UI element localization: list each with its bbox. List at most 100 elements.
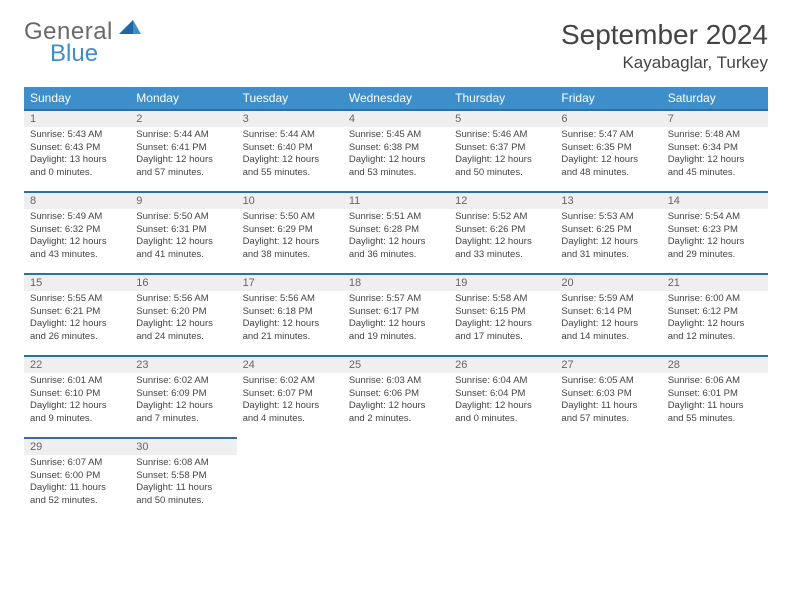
sunrise-text: Sunrise: 5:50 AM (243, 211, 337, 224)
calendar-row: 29Sunrise: 6:07 AMSunset: 6:00 PMDayligh… (24, 438, 768, 520)
day-number: 28 (662, 357, 768, 373)
daylight-text: Daylight: 12 hours and 29 minutes. (668, 236, 762, 262)
day-content: Sunrise: 6:04 AMSunset: 6:04 PMDaylight:… (449, 373, 555, 430)
calendar-cell: 8Sunrise: 5:49 AMSunset: 6:32 PMDaylight… (24, 192, 130, 274)
sunset-text: Sunset: 6:37 PM (455, 142, 549, 155)
day-content: Sunrise: 5:55 AMSunset: 6:21 PMDaylight:… (24, 291, 130, 348)
sunrise-text: Sunrise: 6:04 AM (455, 375, 549, 388)
day-number: 9 (130, 193, 236, 209)
day-content: Sunrise: 5:56 AMSunset: 6:20 PMDaylight:… (130, 291, 236, 348)
sunrise-text: Sunrise: 5:57 AM (349, 293, 443, 306)
calendar-cell: 12Sunrise: 5:52 AMSunset: 6:26 PMDayligh… (449, 192, 555, 274)
calendar-cell: 13Sunrise: 5:53 AMSunset: 6:25 PMDayligh… (555, 192, 661, 274)
logo-word2: Blue (50, 42, 141, 66)
day-content: Sunrise: 5:43 AMSunset: 6:43 PMDaylight:… (24, 127, 130, 184)
daylight-text: Daylight: 12 hours and 19 minutes. (349, 318, 443, 344)
sunrise-text: Sunrise: 5:45 AM (349, 129, 443, 142)
calendar-row: 15Sunrise: 5:55 AMSunset: 6:21 PMDayligh… (24, 274, 768, 356)
day-number: 26 (449, 357, 555, 373)
calendar-cell: 14Sunrise: 5:54 AMSunset: 6:23 PMDayligh… (662, 192, 768, 274)
daylight-text: Daylight: 12 hours and 21 minutes. (243, 318, 337, 344)
sunrise-text: Sunrise: 5:53 AM (561, 211, 655, 224)
daylight-text: Daylight: 11 hours and 55 minutes. (668, 400, 762, 426)
topbar: General Blue September 2024 Kayabaglar, … (24, 20, 768, 73)
sunrise-text: Sunrise: 5:56 AM (243, 293, 337, 306)
calendar-cell: 20Sunrise: 5:59 AMSunset: 6:14 PMDayligh… (555, 274, 661, 356)
day-number: 13 (555, 193, 661, 209)
day-number: 4 (343, 111, 449, 127)
day-number: 16 (130, 275, 236, 291)
day-number: 5 (449, 111, 555, 127)
daylight-text: Daylight: 12 hours and 4 minutes. (243, 400, 337, 426)
sunset-text: Sunset: 6:21 PM (30, 306, 124, 319)
sunrise-text: Sunrise: 6:07 AM (30, 457, 124, 470)
calendar-cell: 30Sunrise: 6:08 AMSunset: 5:58 PMDayligh… (130, 438, 236, 520)
sunrise-text: Sunrise: 6:08 AM (136, 457, 230, 470)
day-content: Sunrise: 5:50 AMSunset: 6:31 PMDaylight:… (130, 209, 236, 266)
day-number: 24 (237, 357, 343, 373)
calendar-cell: 22Sunrise: 6:01 AMSunset: 6:10 PMDayligh… (24, 356, 130, 438)
title-month: September 2024 (561, 20, 768, 51)
daylight-text: Daylight: 13 hours and 0 minutes. (30, 154, 124, 180)
sunrise-text: Sunrise: 5:55 AM (30, 293, 124, 306)
daylight-text: Daylight: 12 hours and 26 minutes. (30, 318, 124, 344)
sunset-text: Sunset: 6:43 PM (30, 142, 124, 155)
daylight-text: Daylight: 12 hours and 0 minutes. (455, 400, 549, 426)
calendar-cell: 2Sunrise: 5:44 AMSunset: 6:41 PMDaylight… (130, 110, 236, 192)
day-content: Sunrise: 6:02 AMSunset: 6:09 PMDaylight:… (130, 373, 236, 430)
logo-textblock: General Blue (24, 20, 141, 66)
day-content: Sunrise: 6:06 AMSunset: 6:01 PMDaylight:… (662, 373, 768, 430)
daylight-text: Daylight: 11 hours and 52 minutes. (30, 482, 124, 508)
calendar-cell: 23Sunrise: 6:02 AMSunset: 6:09 PMDayligh… (130, 356, 236, 438)
day-number: 25 (343, 357, 449, 373)
day-content: Sunrise: 5:51 AMSunset: 6:28 PMDaylight:… (343, 209, 449, 266)
daylight-text: Daylight: 12 hours and 24 minutes. (136, 318, 230, 344)
calendar-cell (237, 438, 343, 520)
day-number: 22 (24, 357, 130, 373)
calendar-cell: 28Sunrise: 6:06 AMSunset: 6:01 PMDayligh… (662, 356, 768, 438)
sunrise-text: Sunrise: 5:50 AM (136, 211, 230, 224)
calendar-cell: 15Sunrise: 5:55 AMSunset: 6:21 PMDayligh… (24, 274, 130, 356)
title-block: September 2024 Kayabaglar, Turkey (561, 20, 768, 73)
day-number: 7 (662, 111, 768, 127)
sunrise-text: Sunrise: 5:44 AM (243, 129, 337, 142)
weekday-header: Sunday (24, 87, 130, 110)
daylight-text: Daylight: 12 hours and 33 minutes. (455, 236, 549, 262)
daylight-text: Daylight: 12 hours and 53 minutes. (349, 154, 443, 180)
day-content: Sunrise: 5:47 AMSunset: 6:35 PMDaylight:… (555, 127, 661, 184)
daylight-text: Daylight: 12 hours and 2 minutes. (349, 400, 443, 426)
calendar-cell: 24Sunrise: 6:02 AMSunset: 6:07 PMDayligh… (237, 356, 343, 438)
day-content: Sunrise: 6:08 AMSunset: 5:58 PMDaylight:… (130, 455, 236, 512)
day-content: Sunrise: 6:05 AMSunset: 6:03 PMDaylight:… (555, 373, 661, 430)
calendar-body: 1Sunrise: 5:43 AMSunset: 6:43 PMDaylight… (24, 110, 768, 520)
weekday-header: Thursday (449, 87, 555, 110)
title-location: Kayabaglar, Turkey (561, 53, 768, 73)
sunset-text: Sunset: 6:09 PM (136, 388, 230, 401)
sunset-text: Sunset: 5:58 PM (136, 470, 230, 483)
daylight-text: Daylight: 12 hours and 7 minutes. (136, 400, 230, 426)
calendar-cell: 5Sunrise: 5:46 AMSunset: 6:37 PMDaylight… (449, 110, 555, 192)
day-number: 19 (449, 275, 555, 291)
day-content: Sunrise: 5:58 AMSunset: 6:15 PMDaylight:… (449, 291, 555, 348)
calendar-cell: 19Sunrise: 5:58 AMSunset: 6:15 PMDayligh… (449, 274, 555, 356)
calendar-cell: 6Sunrise: 5:47 AMSunset: 6:35 PMDaylight… (555, 110, 661, 192)
daylight-text: Daylight: 12 hours and 12 minutes. (668, 318, 762, 344)
sunrise-text: Sunrise: 6:01 AM (30, 375, 124, 388)
calendar-row: 8Sunrise: 5:49 AMSunset: 6:32 PMDaylight… (24, 192, 768, 274)
sunset-text: Sunset: 6:20 PM (136, 306, 230, 319)
daylight-text: Daylight: 11 hours and 50 minutes. (136, 482, 230, 508)
calendar-cell: 17Sunrise: 5:56 AMSunset: 6:18 PMDayligh… (237, 274, 343, 356)
day-number: 18 (343, 275, 449, 291)
daylight-text: Daylight: 12 hours and 57 minutes. (136, 154, 230, 180)
day-number: 23 (130, 357, 236, 373)
weekday-header: Tuesday (237, 87, 343, 110)
day-number: 29 (24, 439, 130, 455)
sunset-text: Sunset: 6:26 PM (455, 224, 549, 237)
daylight-text: Daylight: 11 hours and 57 minutes. (561, 400, 655, 426)
day-number: 27 (555, 357, 661, 373)
sunset-text: Sunset: 6:10 PM (30, 388, 124, 401)
calendar-cell: 18Sunrise: 5:57 AMSunset: 6:17 PMDayligh… (343, 274, 449, 356)
day-content: Sunrise: 5:59 AMSunset: 6:14 PMDaylight:… (555, 291, 661, 348)
day-number: 10 (237, 193, 343, 209)
sunrise-text: Sunrise: 5:56 AM (136, 293, 230, 306)
